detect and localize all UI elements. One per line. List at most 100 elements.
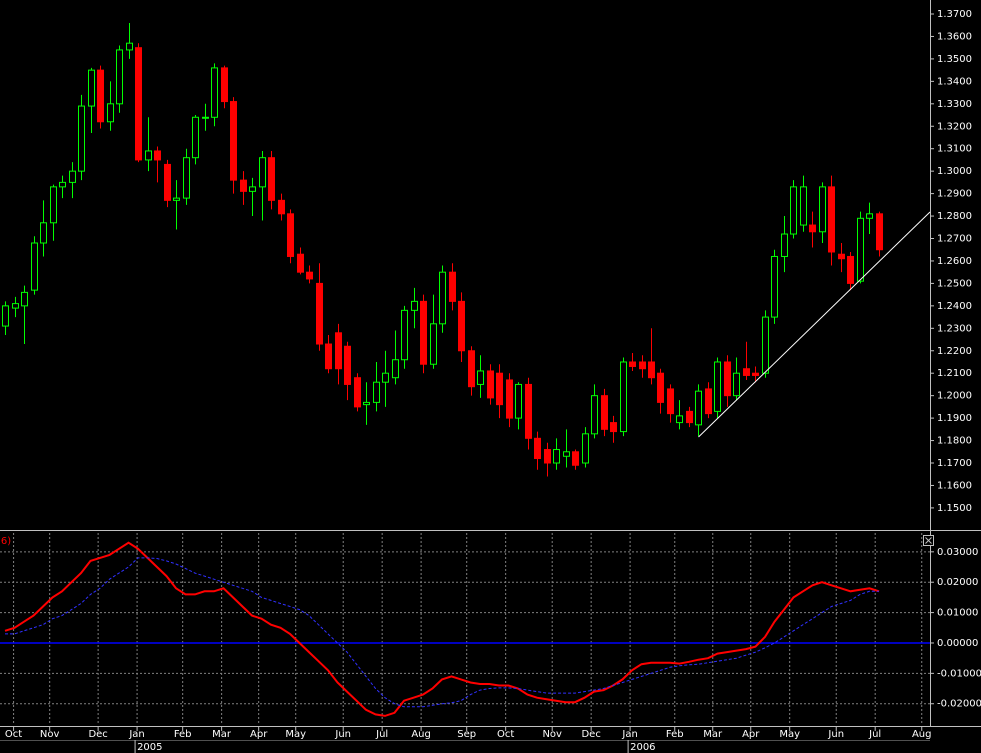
candle-body bbox=[525, 383, 532, 439]
candle-body bbox=[610, 422, 617, 433]
y-tick-label: 1.1900 bbox=[937, 413, 972, 424]
candle-body bbox=[781, 233, 788, 257]
close-button[interactable] bbox=[923, 535, 934, 546]
y-tick-label: 1.1700 bbox=[937, 458, 972, 469]
candle-body bbox=[629, 361, 636, 367]
candle-body bbox=[12, 303, 19, 309]
indicator-line bbox=[4, 541, 880, 717]
candle-body bbox=[268, 157, 275, 201]
y-tick-label: 1.2400 bbox=[937, 301, 972, 312]
indicator-line bbox=[5, 557, 879, 708]
candle-body bbox=[297, 253, 304, 273]
x-tick-label: Mar bbox=[703, 729, 723, 740]
candle-body bbox=[857, 217, 864, 282]
y-tick-label: -0.01000 bbox=[937, 668, 981, 679]
candle-body bbox=[544, 449, 551, 464]
candle-body bbox=[515, 383, 522, 419]
x-tick-label: Jan bbox=[128, 729, 144, 740]
y-tick-label: 1.3000 bbox=[937, 166, 972, 177]
candle-body bbox=[771, 255, 778, 318]
close-icon[interactable] bbox=[925, 537, 932, 544]
x-tick-label: Sep bbox=[457, 729, 476, 740]
candle-body bbox=[458, 300, 465, 352]
candle-body bbox=[363, 401, 370, 406]
candle-body bbox=[420, 300, 427, 365]
candle-body bbox=[714, 361, 721, 412]
candle-body bbox=[401, 309, 408, 361]
candle-body bbox=[392, 359, 399, 379]
y-tick-label: 0.00000 bbox=[937, 638, 978, 649]
y-tick-label: 0.01000 bbox=[937, 608, 978, 619]
candle-body bbox=[686, 410, 693, 424]
candle-body bbox=[676, 415, 683, 424]
candle-body bbox=[620, 361, 627, 433]
candle-body bbox=[790, 186, 797, 235]
candle-body bbox=[211, 67, 218, 118]
y-tick-label: 0.03000 bbox=[937, 547, 978, 558]
candle-body bbox=[50, 186, 57, 224]
candle-body bbox=[164, 163, 171, 201]
x-tick-label: Jan bbox=[621, 729, 637, 740]
candle-body bbox=[705, 388, 712, 415]
y-tick-label: 1.2000 bbox=[937, 391, 972, 402]
y-tick-label: 1.2900 bbox=[937, 189, 972, 200]
candle-body bbox=[762, 316, 769, 374]
candle-body bbox=[306, 271, 313, 280]
y-tick-label: 1.3200 bbox=[937, 121, 972, 132]
y-tick-label: 1.2300 bbox=[937, 323, 972, 334]
candle-body bbox=[752, 372, 759, 376]
x-tick-label: Dec bbox=[581, 729, 600, 740]
candle-body bbox=[344, 345, 351, 385]
y-tick-label: 0.02000 bbox=[937, 577, 978, 588]
x-tick-label: Aug bbox=[912, 729, 932, 740]
x-tick-label: Jul bbox=[868, 729, 881, 740]
candle-body bbox=[40, 222, 47, 244]
x-tick-label: Apr bbox=[742, 729, 760, 740]
y-tick-label: 1.3700 bbox=[937, 9, 972, 20]
x-tick-label: Dec bbox=[88, 729, 107, 740]
candle-body bbox=[838, 253, 845, 260]
candle-body bbox=[21, 291, 28, 307]
candle-body bbox=[657, 372, 664, 403]
candle-body bbox=[221, 67, 228, 103]
candle-body bbox=[116, 49, 123, 105]
candle-body bbox=[828, 186, 835, 253]
candle-body bbox=[496, 372, 503, 406]
candle-body bbox=[487, 370, 494, 399]
y-tick-label: 1.2700 bbox=[937, 234, 972, 245]
candle-body bbox=[591, 395, 598, 435]
candle-body bbox=[88, 69, 95, 107]
candle-body bbox=[449, 271, 456, 302]
candle-body bbox=[724, 361, 731, 397]
candle-body bbox=[126, 42, 133, 51]
y-tick-label: 1.3100 bbox=[937, 144, 972, 155]
candle-body bbox=[135, 47, 142, 161]
candle-body bbox=[733, 372, 740, 397]
y-tick-label: 1.2800 bbox=[937, 211, 972, 222]
candle-body bbox=[316, 282, 323, 345]
candle-body bbox=[107, 103, 114, 123]
candle-body bbox=[648, 361, 655, 379]
candle-body bbox=[240, 179, 247, 192]
x-tick-label: Mar bbox=[212, 729, 232, 740]
candle-body bbox=[847, 255, 854, 284]
candle-body bbox=[601, 395, 608, 430]
candle-body bbox=[2, 305, 9, 327]
indicator-label: (6) bbox=[0, 536, 11, 547]
candle-body bbox=[800, 186, 807, 226]
candle-body bbox=[695, 390, 702, 426]
y-tick-label: 1.1500 bbox=[937, 503, 972, 514]
x-tick-label: Oct bbox=[497, 729, 514, 740]
candle-body bbox=[563, 451, 570, 457]
candle-body bbox=[173, 197, 180, 201]
candle-body bbox=[506, 379, 513, 419]
candle-body bbox=[192, 116, 199, 159]
candle-body bbox=[183, 157, 190, 199]
y-tick-label: -0.02000 bbox=[937, 699, 981, 710]
y-tick-label: 1.2100 bbox=[937, 368, 972, 379]
candle-body bbox=[477, 370, 484, 385]
candle-body bbox=[572, 451, 579, 466]
candle-body bbox=[230, 101, 237, 181]
year-tick-label: 2005 bbox=[137, 742, 162, 753]
candle-body bbox=[325, 343, 332, 370]
